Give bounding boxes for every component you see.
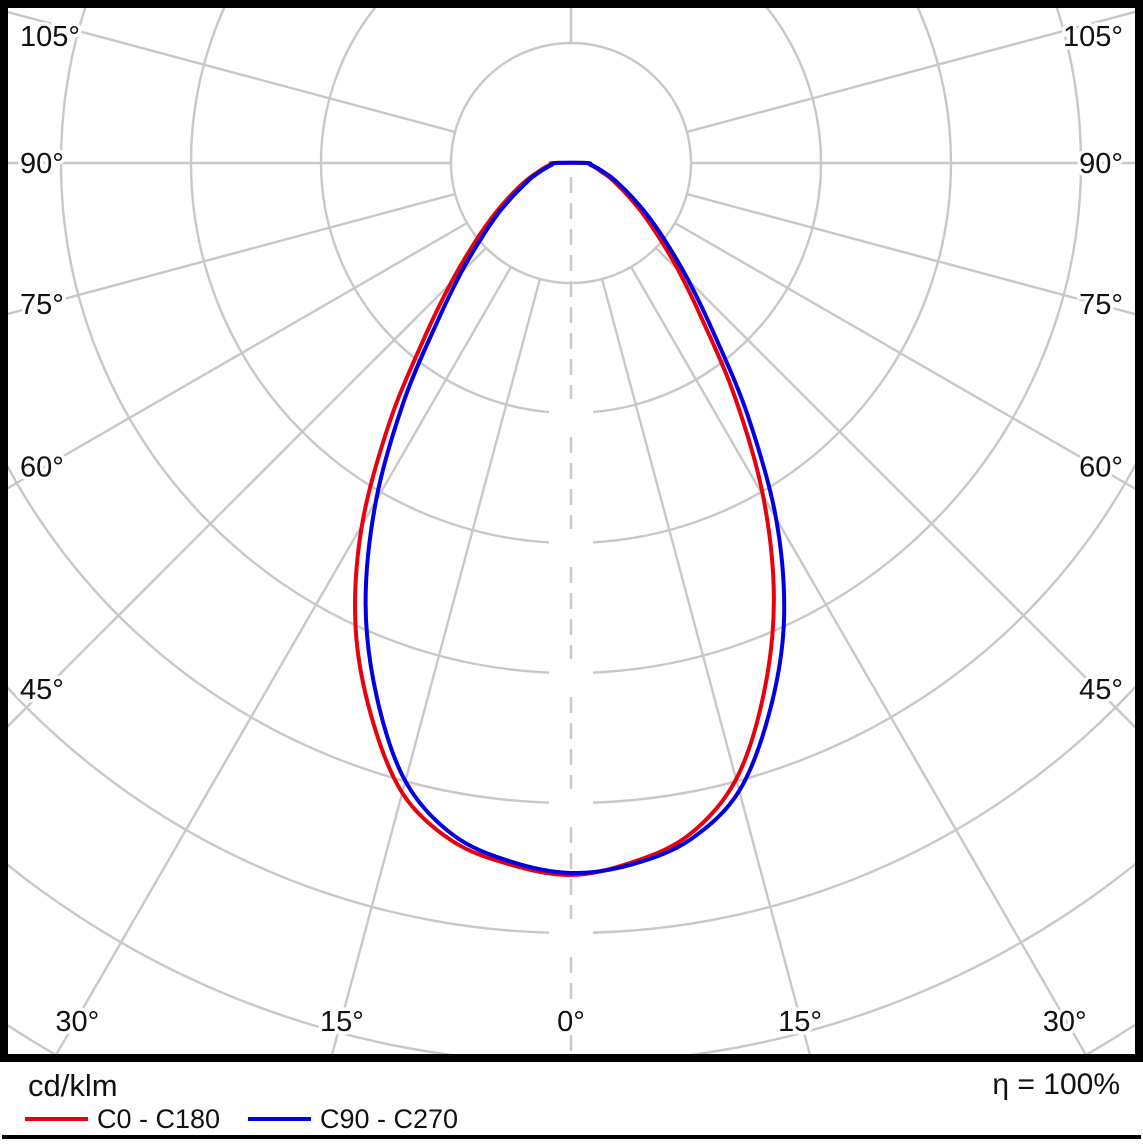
angle-tick-label: 15°: [320, 1006, 364, 1038]
angle-tick-label: 90°: [1079, 148, 1123, 180]
grid-radial-line: [331, 278, 542, 1054]
legend-label-c0-c180: C0 - C180: [97, 1104, 220, 1134]
grid-radial-line: [8, 221, 468, 490]
radial-tick-label-box: [549, 529, 593, 557]
radial-tick-label-box: [549, 399, 593, 427]
angle-tick-label: 30°: [1043, 1006, 1087, 1038]
angle-labels: 0° 15° 15° 30° 30° 45° 45° 60° 60° 75° 75° 90° 90° 10…: [17, 18, 1127, 1042]
grid-radial-line: [8, 247, 487, 728]
grid-radial-line: [686, 10, 1135, 134]
angle-tick-label: 90°: [20, 148, 64, 180]
angle-tick-label: 15°: [778, 1006, 822, 1038]
angle-tick-label: 0°: [557, 1006, 585, 1038]
radial-tick-label-box: [549, 659, 593, 687]
radial-tick-boxes: [549, 399, 593, 947]
radial-tick-label-box: [549, 789, 593, 817]
grid-radial-line: [686, 192, 1135, 316]
angle-tick-label: 60°: [1079, 452, 1123, 484]
angle-tick-label: 75°: [20, 289, 64, 321]
plot-frame: [0, 0, 1143, 1062]
grid-radial-line: [8, 10, 456, 134]
angle-tick-label: 105°: [1063, 21, 1123, 53]
radial-tick-label-box: [549, 919, 593, 947]
intensity-curves: [353, 160, 787, 878]
efficiency-label: η = 100%: [992, 1068, 1120, 1101]
angle-tick-label: 105°: [20, 21, 80, 53]
grid-radial-line: [655, 247, 1135, 729]
grid-radial-line: [600, 278, 811, 1054]
angle-tick-label: 30°: [55, 1006, 99, 1038]
legend-label-c90-c270: C90 - C270: [320, 1104, 458, 1134]
angle-tick-label: 45°: [1079, 674, 1123, 706]
curve-c90-c270: [363, 160, 787, 876]
grid-radial-line: [629, 266, 1087, 1054]
grid-radial-line: [674, 221, 1135, 491]
curve-c0-c180: [353, 160, 776, 878]
units-label: cd/klm: [28, 1068, 118, 1103]
angle-tick-label: 45°: [20, 674, 64, 706]
grid-radial-line: [55, 266, 513, 1054]
grid-radial-line: [8, 192, 456, 316]
angle-tick-label: 60°: [20, 452, 64, 484]
angle-tick-label: 75°: [1079, 289, 1123, 321]
footer: cd/klm η = 100% C0 - C180 C90 - C270: [2, 1068, 1141, 1139]
